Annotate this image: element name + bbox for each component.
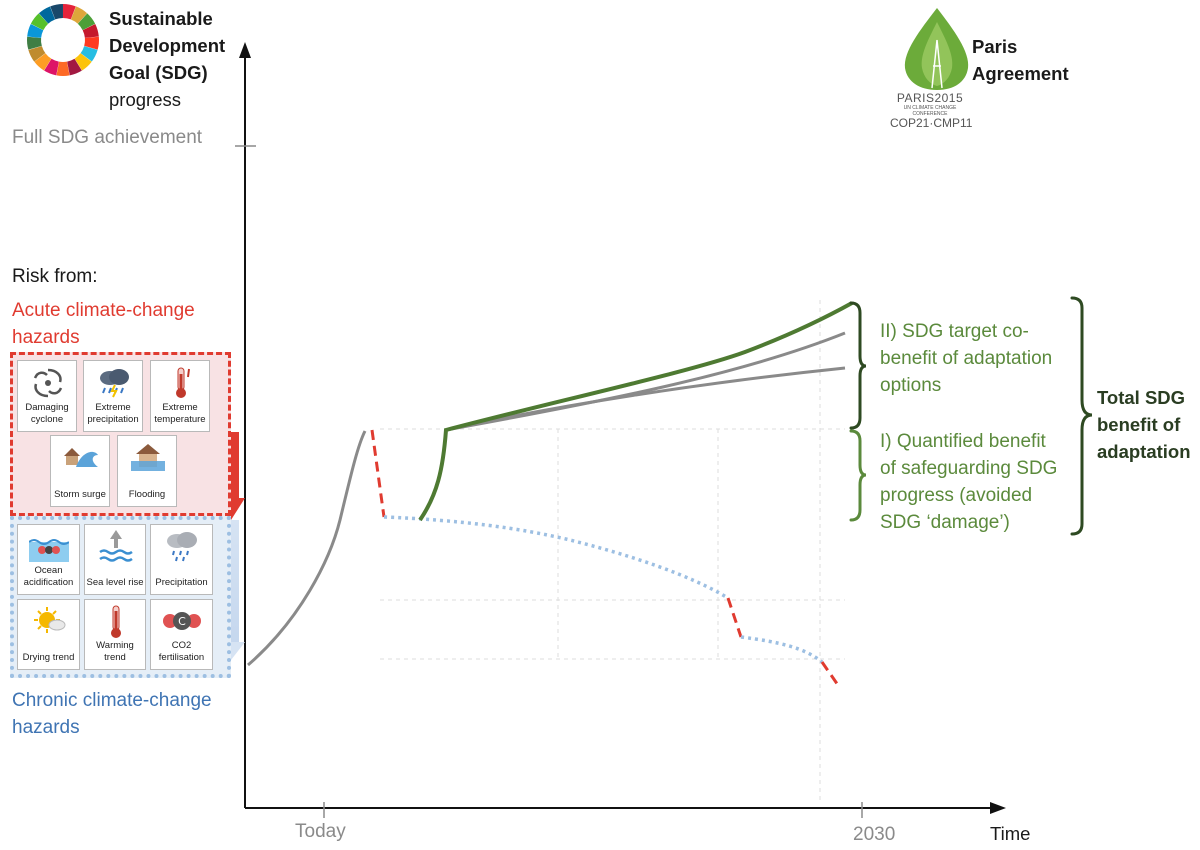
- risk-heading: Risk from:: [12, 266, 98, 287]
- y-axis-title-line2: Development: [109, 35, 226, 56]
- second-acute-drop: [726, 597, 743, 638]
- hazard-tile-extreme-temperature: Extreme temperature: [150, 360, 210, 432]
- hazard-tile-warming-trend: Warming trend: [84, 599, 146, 670]
- sea-level-rise-icon: [99, 530, 133, 562]
- hazard-label: Drying trend: [22, 652, 75, 663]
- hazard-tile-sea-level-rise: Sea level rise: [84, 524, 146, 595]
- acute-hazard-drop: [370, 429, 386, 518]
- x-axis-title: Time: [990, 823, 1031, 844]
- final-acute-drop: [820, 661, 842, 689]
- hazard-label: Extreme temperature: [154, 402, 206, 425]
- chronic-hazards-label: Chronic climate-change hazards: [12, 690, 212, 738]
- total-benefit-annotation: Total SDG benefit of adaptation: [1097, 387, 1191, 462]
- brace-co-benefit: [849, 301, 867, 430]
- hazard-tile-extreme-precipitation: Extreme precipitation: [83, 360, 143, 432]
- paris-logo-line1: PARIS2015: [896, 91, 964, 105]
- benefit-braces: [849, 296, 1093, 536]
- baseline-progress-curve: [247, 430, 367, 667]
- thermometer-icon: [111, 605, 121, 638]
- hazard-label: Damaging cyclone: [25, 402, 69, 425]
- chronic-hazards-box: Ocean acidification Sea level rise Preci…: [10, 516, 231, 678]
- hazard-tile-drying-trend: Drying trend: [17, 599, 80, 670]
- co-benefit-annotation: II) SDG target co-benefit of adaptation …: [880, 321, 1053, 396]
- hazard-label: Warming trend: [96, 640, 134, 663]
- adaptation-pathway-curve: [418, 301, 853, 522]
- brace-avoided-damage: [849, 429, 867, 522]
- hazard-tile-ocean-acidification: Ocean acidification: [17, 524, 80, 595]
- paris-logo-line3: COP21·CMP11: [890, 116, 973, 130]
- rain-cloud-icon: [167, 532, 197, 562]
- x-axis-arrowhead: [990, 802, 1006, 814]
- paris-2015-leaf-logo: [904, 8, 969, 90]
- baseline-continuation-upper: [445, 331, 846, 432]
- y-axis-title: Sustainable Development Goal (SDG) progr…: [109, 5, 225, 113]
- x-tick-today: Today: [295, 821, 346, 842]
- hazard-label: CO2 fertilisation: [158, 640, 205, 663]
- paris-logo-text: PARIS2015 UN CLIMATE CHANGE CONFERENCE C…: [890, 91, 973, 130]
- guide-lines: [380, 300, 845, 800]
- y-axis-arrowhead: [239, 42, 251, 58]
- storm-surge-icon: [64, 448, 98, 467]
- paris-agreement-label: Paris Agreement: [972, 36, 1069, 84]
- brace-total: [1070, 296, 1093, 536]
- hazard-label: Flooding: [128, 489, 166, 500]
- baseline-continuation-lower: [445, 366, 846, 432]
- hazard-label: Storm surge: [54, 489, 106, 500]
- hazard-label: Precipitation: [155, 577, 208, 588]
- axes: [235, 42, 1006, 818]
- chronic-decline-curve: [383, 515, 729, 600]
- acute-hazards-label: Acute climate-change hazards: [12, 300, 195, 348]
- flooded-house-icon: [131, 444, 165, 471]
- chronic-decline-curve-2: [740, 635, 824, 664]
- cyclone-icon: [33, 368, 63, 398]
- y-axis-title-line3: Goal (SDG): [109, 62, 208, 83]
- ocean-acidification-icon: [29, 539, 69, 562]
- avoided-damage-annotation: I) Quantified benefit of safeguarding SD…: [880, 431, 1058, 533]
- full-sdg-achievement-label: Full SDG achievement: [12, 127, 203, 148]
- acute-hazards-box: Damaging cyclone Extreme precipitation E…: [10, 352, 231, 516]
- y-axis-title-line4: progress: [109, 89, 181, 110]
- sdg-wheel-logo: [27, 4, 99, 76]
- hazard-label: Ocean acidification: [23, 565, 74, 588]
- thermometer-icon: [176, 367, 190, 398]
- hazard-tile-flooding: Flooding: [117, 435, 177, 507]
- sun-icon: [34, 607, 66, 633]
- y-axis-title-line1: Sustainable: [109, 8, 213, 29]
- hazard-tile-co2-fertilisation: C CO2 fertilisation: [150, 599, 213, 670]
- storm-cloud-icon: [100, 369, 129, 398]
- svg-text:C: C: [178, 615, 186, 628]
- x-tick-2030: 2030: [853, 824, 896, 845]
- hazard-tile-damaging-cyclone: Damaging cyclone: [17, 360, 77, 432]
- hazard-tile-storm-surge: Storm surge: [50, 435, 110, 507]
- hazard-label: Sea level rise: [86, 577, 144, 588]
- co2-molecule-icon: C: [163, 612, 201, 630]
- hazard-label: Extreme precipitation: [87, 402, 139, 425]
- paris-logo-line2: UN CLIMATE CHANGE CONFERENCE: [903, 105, 957, 117]
- hazard-tile-precipitation: Precipitation: [150, 524, 213, 595]
